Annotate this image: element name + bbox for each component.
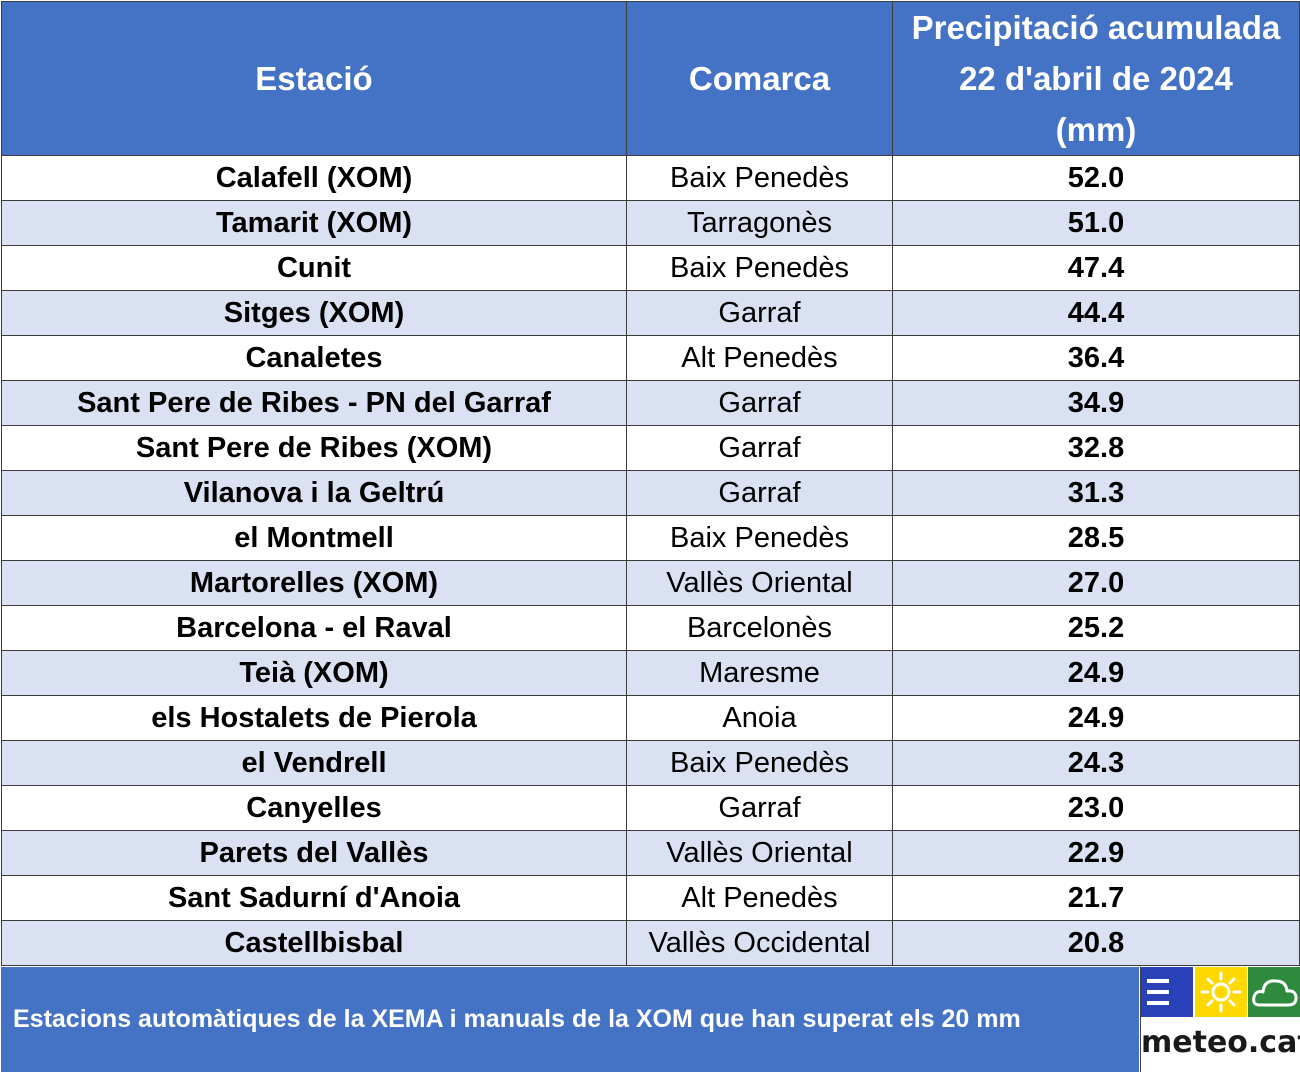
station-cell: el Vendrell	[1, 740, 627, 786]
comarca-cell: Alt Penedès	[626, 335, 893, 381]
precipitation-header-line: Precipitació acumulada	[911, 9, 1281, 46]
comarca-cell: Garraf	[626, 470, 893, 516]
sun-icon	[1195, 967, 1247, 1017]
cloud-icon	[1248, 967, 1300, 1017]
comarca-column-header: Comarca	[626, 1, 893, 156]
comarca-cell: Alt Penedès	[626, 875, 893, 921]
precipitation-cell: 22.9	[892, 830, 1300, 876]
station-cell: Sitges (XOM)	[1, 290, 627, 336]
table-row: el Montmell Baix Penedès 28.5	[1, 515, 1300, 561]
table-row: Sitges (XOM) Garraf 44.4	[1, 290, 1300, 336]
precipitation-header-line: (mm)	[1055, 111, 1137, 148]
header-row: Estació Comarca Precipitació acumulada 2…	[1, 1, 1300, 156]
precipitation-cell: 31.3	[892, 470, 1300, 516]
precipitation-cell: 20.8	[892, 920, 1300, 966]
precipitation-cell: 36.4	[892, 335, 1300, 381]
comarca-cell: Baix Penedès	[626, 515, 893, 561]
logo-wordmark: meteo.cat	[1141, 1025, 1300, 1060]
precipitation-cell: 47.4	[892, 245, 1300, 291]
comarca-cell: Tarragonès	[626, 200, 893, 246]
precipitation-cell: 24.9	[892, 695, 1300, 741]
precipitation-cell: 51.0	[892, 200, 1300, 246]
footer-banner: Estacions automàtiques de la XEMA i manu…	[1, 967, 1139, 1072]
precipitation-cell: 21.7	[892, 875, 1300, 921]
station-cell: Sant Pere de Ribes (XOM)	[1, 425, 627, 471]
station-cell: Cunit	[1, 245, 627, 291]
table-row: Vilanova i la Geltrú Garraf 31.3	[1, 470, 1300, 516]
table-header: Estació Comarca Precipitació acumulada 2…	[1, 1, 1300, 156]
precipitation-cell: 52.0	[892, 155, 1300, 201]
precipitation-cell: 24.9	[892, 650, 1300, 696]
comarca-cell: Garraf	[626, 380, 893, 426]
footer-caption: Estacions automàtiques de la XEMA i manu…	[13, 1005, 1021, 1033]
comarca-cell: Maresme	[626, 650, 893, 696]
menu-icon	[1141, 967, 1193, 1017]
table-row: Castellbisbal Vallès Occidental 20.8	[1, 920, 1300, 966]
table-row: Calafell (XOM) Baix Penedès 52.0	[1, 155, 1300, 201]
station-cell: Sant Pere de Ribes - PN del Garraf	[1, 380, 627, 426]
precipitation-cell: 24.3	[892, 740, 1300, 786]
comarca-cell: Garraf	[626, 425, 893, 471]
comarca-cell: Baix Penedès	[626, 155, 893, 201]
station-cell: Canyelles	[1, 785, 627, 831]
station-cell: el Montmell	[1, 515, 627, 561]
precipitation-cell: 44.4	[892, 290, 1300, 336]
table-row: Parets del Vallès Vallès Oriental 22.9	[1, 830, 1300, 876]
precipitation-cell: 28.5	[892, 515, 1300, 561]
station-cell: Vilanova i la Geltrú	[1, 470, 627, 516]
table-row: Tamarit (XOM) Tarragonès 51.0	[1, 200, 1300, 246]
table-body: Calafell (XOM) Baix Penedès 52.0 Tamarit (X…	[1, 155, 1300, 966]
table-row: Sant Pere de Ribes (XOM) Garraf 32.8	[1, 425, 1300, 471]
comarca-cell: Barcelonès	[626, 605, 893, 651]
table-row: Canyelles Garraf 23.0	[1, 785, 1300, 831]
table-row: Canaletes Alt Penedès 36.4	[1, 335, 1300, 381]
comarca-cell: Anoia	[626, 695, 893, 741]
comarca-cell: Garraf	[626, 290, 893, 336]
comarca-cell: Baix Penedès	[626, 740, 893, 786]
precipitation-cell: 34.9	[892, 380, 1300, 426]
meteocat-logo: meteo.cat	[1140, 967, 1300, 1072]
station-cell: Tamarit (XOM)	[1, 200, 627, 246]
table-row: el Vendrell Baix Penedès 24.3	[1, 740, 1300, 786]
precipitation-cell: 32.8	[892, 425, 1300, 471]
table-row: Teià (XOM) Maresme 24.9	[1, 650, 1300, 696]
station-cell: Castellbisbal	[1, 920, 627, 966]
station-cell: Parets del Vallès	[1, 830, 627, 876]
precipitation-table: Estació Comarca Precipitació acumulada 2…	[1, 1, 1300, 966]
precipitation-cell: 23.0	[892, 785, 1300, 831]
table-row: Sant Sadurní d'Anoia Alt Penedès 21.7	[1, 875, 1300, 921]
station-cell: els Hostalets de Pierola	[1, 695, 627, 741]
table-row: Martorelles (XOM) Vallès Oriental 27.0	[1, 560, 1300, 606]
comarca-cell: Vallès Oriental	[626, 560, 893, 606]
station-cell: Sant Sadurní d'Anoia	[1, 875, 627, 921]
station-cell: Teià (XOM)	[1, 650, 627, 696]
table-row: els Hostalets de Pierola Anoia 24.9	[1, 695, 1300, 741]
table-row: Cunit Baix Penedès 47.4	[1, 245, 1300, 291]
table-row: Sant Pere de Ribes - PN del Garraf Garraf…	[1, 380, 1300, 426]
precipitation-header-line: 22 d'abril de 2024	[959, 60, 1233, 97]
precipitation-cell: 27.0	[892, 560, 1300, 606]
precipitation-column-header: Precipitació acumulada 22 d'abril de 202…	[892, 1, 1300, 156]
station-cell: Calafell (XOM)	[1, 155, 627, 201]
comarca-cell: Vallès Occidental	[626, 920, 893, 966]
comarca-cell: Vallès Oriental	[626, 830, 893, 876]
station-cell: Martorelles (XOM)	[1, 560, 627, 606]
station-column-header: Estació	[1, 1, 627, 156]
station-cell: Barcelona - el Raval	[1, 605, 627, 651]
station-cell: Canaletes	[1, 335, 627, 381]
comarca-cell: Garraf	[626, 785, 893, 831]
precipitation-cell: 25.2	[892, 605, 1300, 651]
comarca-cell: Baix Penedès	[626, 245, 893, 291]
table-row: Barcelona - el Raval Barcelonès 25.2	[1, 605, 1300, 651]
